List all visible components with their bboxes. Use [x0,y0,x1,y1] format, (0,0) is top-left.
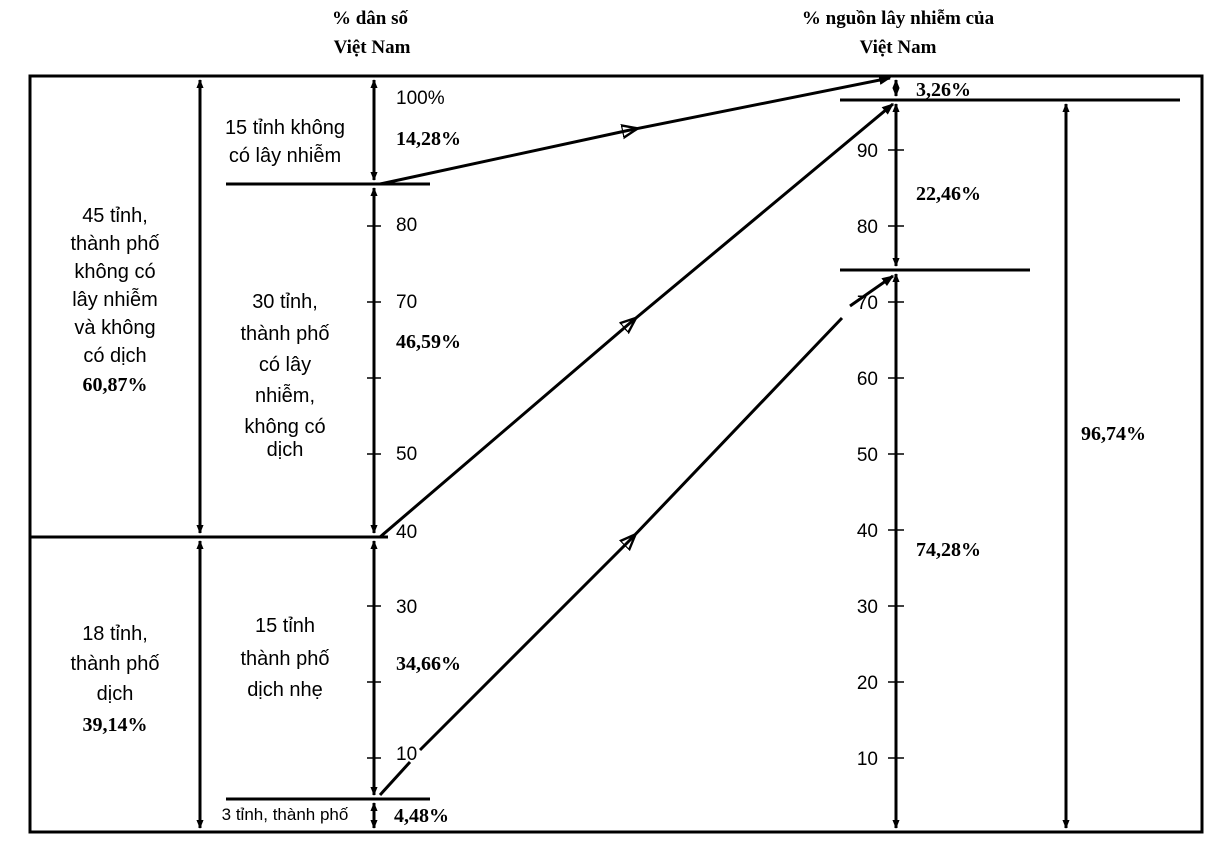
svg-text:dịch: dịch [267,439,304,461]
svg-text:15 tỉnh: 15 tỉnh [255,615,315,637]
percent-3-26: 3,26% [916,79,971,101]
diagram-frame [28,74,1204,834]
svg-text:70: 70 [857,293,878,314]
percent-74-28: 74,28% [916,539,981,561]
left-axis-tick-marks [367,225,381,759]
svg-text:40: 40 [857,521,878,542]
svg-text:30 tỉnh,: 30 tỉnh, [252,291,318,313]
svg-text:30: 30 [857,597,878,618]
flow-arrow-bottom-head [849,274,894,308]
svg-text:10: 10 [857,749,878,770]
svg-text:45 tỉnh,: 45 tỉnh, [82,205,148,227]
tick-label-100: 100% [396,88,445,109]
svg-text:60: 60 [857,369,878,390]
group-30-infection-label: 30 tỉnh, thành phố có lây nhiễm, không c… [241,291,330,461]
left-header-line1: % dân số [332,8,409,29]
group-15-no-infection-label: 15 tỉnh không có lây nhiễm [225,117,345,167]
group-18-provinces-label: 18 tỉnh, thành phố dịch [71,623,160,705]
tick-label-50: 50 [396,444,417,465]
left-header-line2: Việt Nam [334,37,411,58]
tick-label-40: 40 [396,522,417,543]
percent-96-74: 96,74% [1081,423,1146,445]
right-header-line1: % nguồn lây nhiễm của [802,8,995,29]
group-3-provinces-label: 3 tỉnh, thành phố [222,805,349,824]
svg-text:lây nhiễm: lây nhiễm [72,288,158,311]
percent-22-46: 22,46% [916,183,981,205]
svg-text:20: 20 [857,673,878,694]
tick-label-30: 30 [396,597,417,618]
svg-text:nhiễm,: nhiễm, [255,384,315,407]
svg-text:15 tỉnh không: 15 tỉnh không [225,117,345,139]
tick-label-80: 80 [396,215,417,236]
percent-39-14: 39,14% [83,714,148,736]
svg-text:thành phố: thành phố [71,233,160,255]
svg-text:18 tỉnh,: 18 tỉnh, [82,623,148,645]
svg-text:và không: và không [74,317,155,339]
svg-text:không có: không có [244,416,325,438]
tick-label-70: 70 [396,292,417,313]
flow-arrow-middle [379,102,894,539]
svg-text:thành phố: thành phố [241,648,330,670]
tick-label-10: 10 [396,744,417,765]
group-15-light-epidemic-label: 15 tỉnh thành phố dịch nhẹ [241,615,330,701]
percent-4-48: 4,48% [394,805,449,827]
right-axis-tick-labels: 90 80 70 60 50 40 30 20 10 [857,141,878,770]
svg-text:dịch nhẹ: dịch nhẹ [247,679,323,701]
svg-text:thành phố: thành phố [71,653,160,675]
svg-text:có dịch: có dịch [83,345,146,367]
svg-text:thành phố: thành phố [241,323,330,345]
percent-46-59: 46,59% [396,331,461,353]
right-header-line2: Việt Nam [860,37,937,58]
svg-text:80: 80 [857,217,878,238]
percent-34-66: 34,66% [396,653,461,675]
flow-arrow-bottom-start [378,760,412,797]
svg-text:90: 90 [857,141,878,162]
percent-14-28: 14,28% [396,128,461,150]
svg-text:có lây: có lây [259,354,311,376]
svg-text:50: 50 [857,445,878,466]
group-45-provinces-label: 45 tỉnh, thành phố không có lây nhiễm và… [71,205,160,367]
percent-60-87: 60,87% [83,374,148,396]
svg-text:không có: không có [74,261,155,283]
svg-text:có lây nhiễm: có lây nhiễm [229,144,341,167]
svg-text:dịch: dịch [97,683,134,705]
flow-arrow-bottom [418,316,844,752]
right-axis-tick-marks [888,149,904,759]
